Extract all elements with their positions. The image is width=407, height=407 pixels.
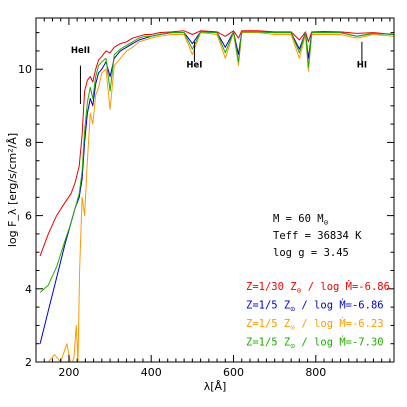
stellar-param: Teff = 36834 K bbox=[273, 230, 362, 242]
y-tick-label: 4 bbox=[25, 283, 32, 296]
series-line-1 bbox=[39, 30, 394, 257]
legend-entry-1: Z=1/30 Z⊙ / log Ṁ=-6.86 bbox=[246, 280, 390, 295]
legend-entry-2: Z=1/5 Z⊙ / log Ṁ=-6.86 bbox=[246, 299, 384, 314]
y-tick-label: 8 bbox=[25, 136, 32, 149]
x-tick-label: 800 bbox=[305, 366, 326, 379]
series-line-2 bbox=[39, 31, 394, 344]
line-label: HeI bbox=[186, 60, 202, 70]
stellar-parameters: M = 60 M⊙ Teff = 36834 K log g = 3.45 bbox=[273, 213, 362, 259]
line-label: HeII bbox=[71, 46, 90, 56]
x-tick-label: 400 bbox=[141, 366, 162, 379]
x-axis-title: λ[Å] bbox=[204, 380, 227, 393]
x-tick-label: 600 bbox=[223, 366, 244, 379]
series-lines bbox=[39, 30, 394, 362]
legend-entry-3: Z=1/5 Z⊙ / log Ṁ=-6.23 bbox=[246, 317, 384, 332]
x-tick-label: 200 bbox=[58, 366, 79, 379]
y-tick-label: 10 bbox=[18, 63, 32, 76]
series-line-4 bbox=[39, 31, 394, 293]
line-label: HI bbox=[357, 60, 367, 70]
y-tick-label: 2 bbox=[25, 356, 32, 369]
stellar-param: log g = 3.45 bbox=[273, 247, 349, 259]
legend: Z=1/30 Z⊙ / log Ṁ=-6.86 Z=1/5 Z⊙ / log Ṁ=… bbox=[246, 280, 390, 351]
line-annotations: HeII HeI HI bbox=[71, 41, 367, 104]
plot-frame bbox=[35, 17, 395, 363]
series-line-3 bbox=[40, 32, 394, 362]
y-axis-title: log F_λ [erg/s/cm²/Å] bbox=[6, 133, 19, 247]
axis-ticks: 200 400 600 800 2 4 6 8 10 bbox=[18, 18, 394, 379]
y-tick-label: 6 bbox=[25, 210, 32, 223]
legend-entry-4: Z=1/5 Z⊙ / log Ṁ=-7.30 bbox=[246, 336, 384, 351]
stellar-param: M = 60 M⊙ bbox=[273, 213, 329, 227]
